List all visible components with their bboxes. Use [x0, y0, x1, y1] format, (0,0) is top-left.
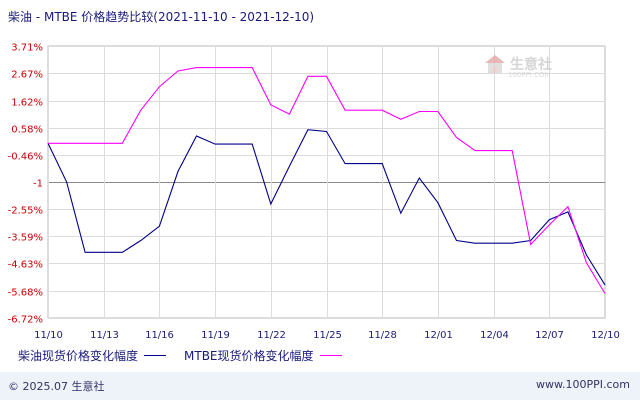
x-tick-labels: 11/10 11/13 11/16 11/19 11/22 11/25 11/28 12/01…: [34, 330, 620, 341]
legend-item-diesel: 柴油现货价格变化幅度: [18, 347, 167, 364]
chart-svg: 3.71% 2.67% 1.62% 0.58% -0.46% -1 -2.55% -3.59%…: [8, 43, 620, 342]
legend-label-diesel: 柴油现货价格变化幅度: [18, 349, 139, 363]
x-tick-label: 11/22: [257, 330, 286, 341]
y-tick-label: 0.58%: [11, 125, 43, 136]
y-tick-label: -4.63%: [8, 260, 43, 271]
x-tick-label: 12/01: [424, 330, 453, 341]
x-tick-label: 11/25: [313, 330, 342, 341]
legend-swatch-diesel: [144, 355, 167, 356]
footer: © 2025.07 生意社 www.100PPI.com: [0, 372, 640, 400]
watermark-name: 生意社: [510, 57, 552, 73]
watermark-url: 100PPI.COM: [508, 71, 551, 79]
y-tick-label: -3.59%: [8, 233, 43, 244]
series-line-mtbe: [48, 67, 606, 294]
y-tick-label: 2.67%: [11, 70, 43, 81]
x-tick-label: 12/10: [591, 330, 620, 341]
y-tick-label: 1.62%: [11, 98, 43, 109]
legend: 柴油现货价格变化幅度 MTBE现货价格变化幅度: [18, 347, 360, 364]
y-tick-label: 3.71%: [11, 43, 43, 54]
x-tick-label: 12/07: [535, 330, 564, 341]
y-tick-label: -6.72%: [8, 315, 43, 326]
y-tick-labels: 3.71% 2.67% 1.62% 0.58% -0.46% -1 -2.55% -3.59%…: [8, 43, 43, 326]
x-tick-label: 11/28: [368, 330, 397, 341]
chart-title: 柴油 - MTBE 价格趋势比较(2021-11-10 - 2021-12-10…: [8, 10, 315, 24]
legend-item-mtbe: MTBE现货价格变化幅度: [184, 347, 342, 364]
x-tick-label: 11/13: [90, 330, 119, 341]
series-lines: [47, 67, 606, 294]
house-logo-icon: [485, 55, 505, 73]
x-tick-label: 12/04: [480, 330, 509, 341]
footer-site-link[interactable]: www.100PPI.com: [536, 378, 630, 391]
x-tick-label: 11/19: [201, 330, 230, 341]
x-tick-label: 11/16: [145, 330, 174, 341]
watermark-logo: 生意社 100PPI.COM: [484, 54, 552, 79]
grid-lines: [47, 45, 606, 319]
x-tick-label: 11/10: [34, 330, 63, 341]
y-tick-label: -2.55%: [8, 206, 43, 217]
y-tick-label: -5.68%: [8, 288, 43, 299]
legend-swatch-mtbe: [319, 355, 342, 356]
series-line-diesel: [47, 129, 606, 286]
y-tick-label: -0.46%: [8, 152, 43, 163]
legend-label-mtbe: MTBE现货价格变化幅度: [184, 349, 314, 363]
footer-copyright: © 2025.07 生意社: [8, 380, 105, 393]
y-tick-label: -1: [33, 179, 43, 190]
